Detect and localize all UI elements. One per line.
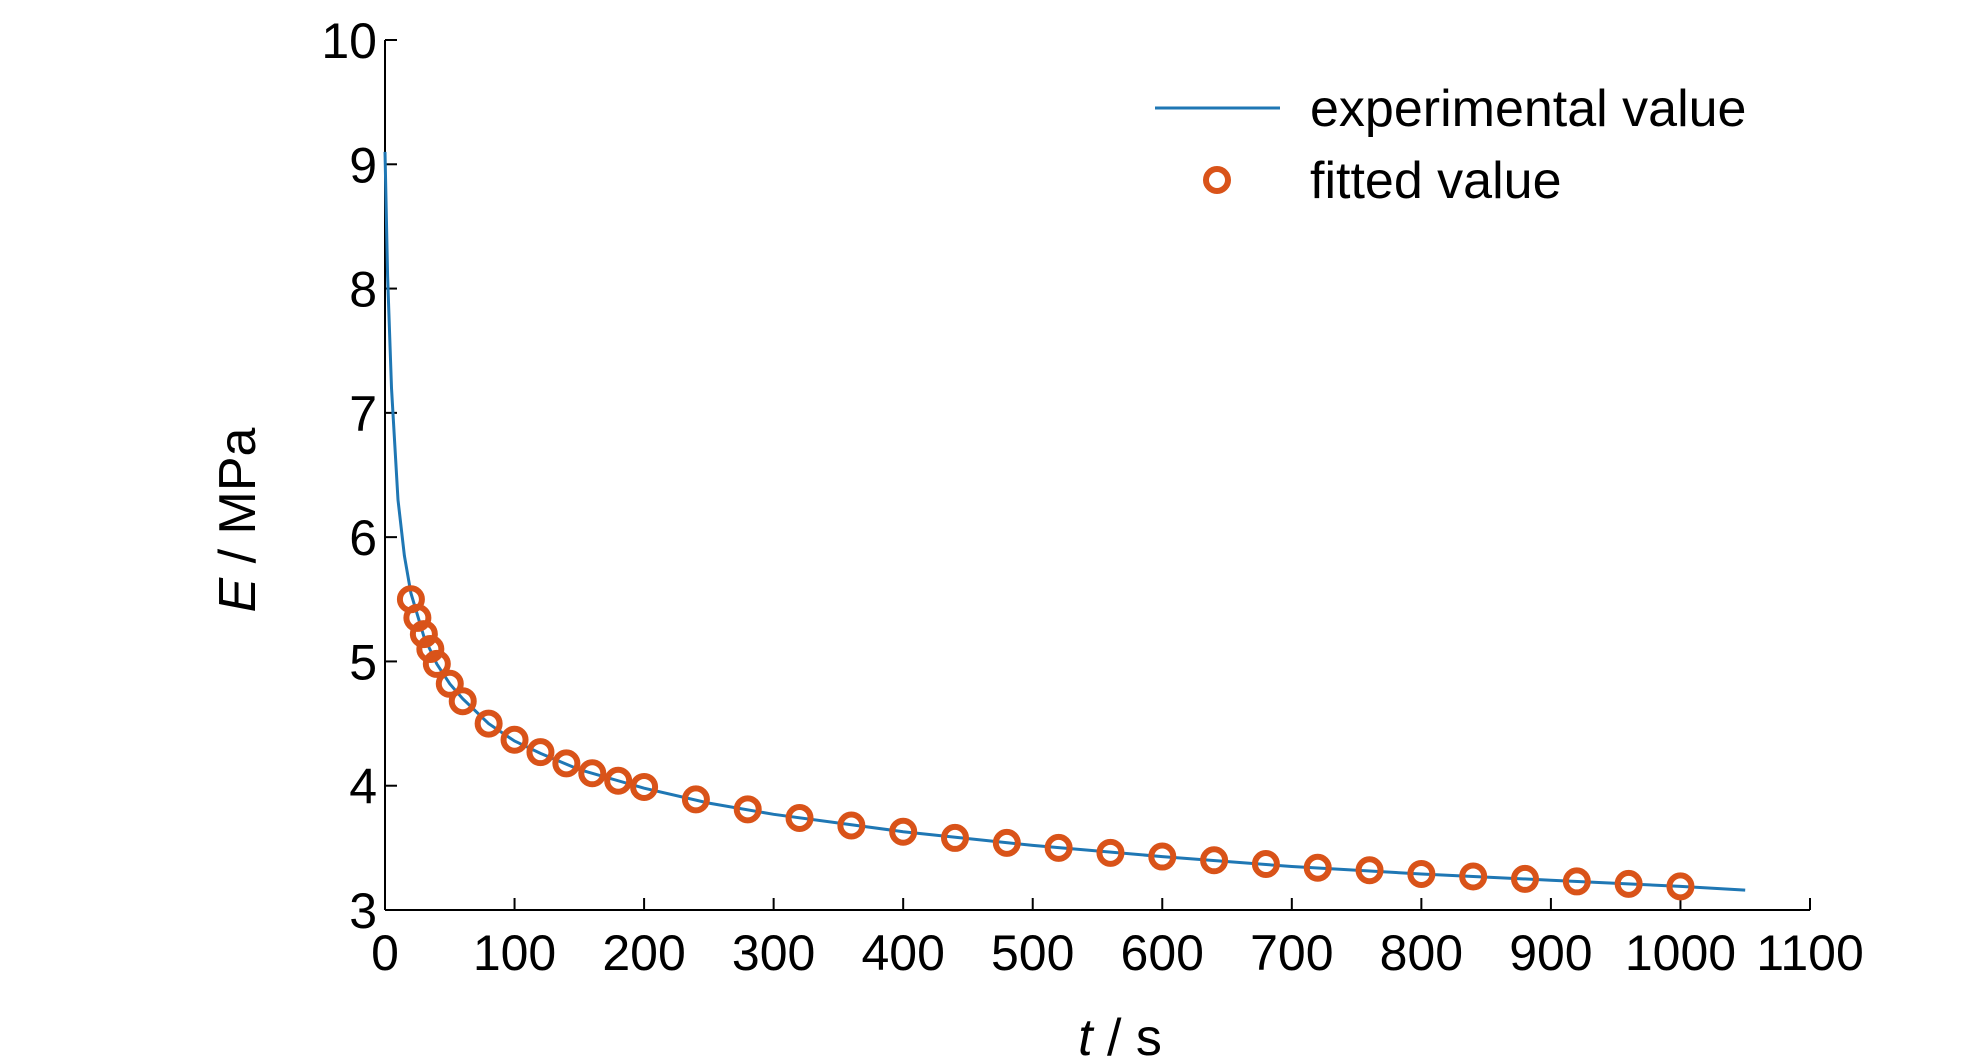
x-tick-label: 800 <box>1380 925 1463 981</box>
y-tick-label: 8 <box>349 262 377 318</box>
fitted-point <box>630 772 659 801</box>
fitted-point <box>992 828 1021 857</box>
x-tick-label: 100 <box>473 925 556 981</box>
series <box>383 151 1746 901</box>
x-tick-label: 900 <box>1509 925 1592 981</box>
fitted-point <box>889 817 918 846</box>
fitted-point <box>941 823 969 852</box>
series-line-experimental <box>383 151 1746 892</box>
y-tick-label: 10 <box>321 13 377 69</box>
legend-label: experimental value <box>1310 80 1746 138</box>
fitted-point <box>1562 867 1591 896</box>
fitted-point <box>1355 856 1384 885</box>
fitted-point <box>500 725 529 754</box>
y-tick-label: 4 <box>349 759 377 815</box>
fitted-point <box>422 649 451 678</box>
fitted-point <box>1407 859 1436 888</box>
x-tick-label: 300 <box>732 925 815 981</box>
fitted-point <box>1303 853 1332 882</box>
fitted-point <box>1459 862 1488 891</box>
fitted-point <box>733 795 762 824</box>
fitted-point <box>578 759 607 788</box>
x-tick-label: 400 <box>861 925 944 981</box>
fitted-point <box>474 709 503 738</box>
legend-swatch-marker <box>1203 166 1231 194</box>
x-tick-label: 600 <box>1121 925 1204 981</box>
fitted-point <box>448 687 477 716</box>
fitted-point <box>1511 864 1539 893</box>
y-tick-label: 5 <box>349 634 377 690</box>
fitted-point <box>1148 842 1177 871</box>
y-axis-unit: / MPa <box>209 427 267 577</box>
x-axis-title: t / s <box>1078 1009 1162 1063</box>
fitted-point <box>1096 838 1125 867</box>
x-tick-label: 1100 <box>1756 925 1864 981</box>
y-tick-label: 7 <box>349 386 377 442</box>
x-tick-label: 0 <box>371 925 399 981</box>
fitted-point <box>1044 833 1073 862</box>
legend-label: fitted value <box>1310 152 1562 210</box>
y-axis-symbol: E <box>209 576 267 612</box>
fitted-point <box>604 766 633 795</box>
y-axis-title: E / MPa <box>209 427 267 612</box>
y-tick-label: 9 <box>349 137 377 193</box>
fitted-point <box>435 669 464 698</box>
fitted-point <box>416 635 445 663</box>
ticks: 0 100 200 300 400 500 600 700 800 900 1000 1100 3 4 5 6… <box>321 13 1863 981</box>
x-axis-unit: / s <box>1093 1009 1162 1063</box>
y-tick-label: 6 <box>349 510 377 566</box>
fitted-point <box>1666 872 1695 901</box>
fitted-point <box>785 804 814 833</box>
x-tick-label: 500 <box>991 925 1074 981</box>
x-tick-label: 1000 <box>1625 925 1736 981</box>
fitted-point <box>526 738 555 767</box>
fitted-point <box>1200 846 1229 875</box>
x-axis-symbol: t <box>1078 1009 1095 1063</box>
legend: experimental value fitted value <box>1155 80 1746 210</box>
fitted-point <box>681 785 710 814</box>
fitted-point <box>409 620 438 649</box>
x-tick-label: 700 <box>1250 925 1333 981</box>
fitted-point <box>1614 869 1643 898</box>
y-tick-label: 3 <box>349 883 377 939</box>
fitted-point <box>552 749 581 778</box>
fitted-point <box>837 811 866 840</box>
x-tick-label: 200 <box>602 925 685 981</box>
fitted-point <box>1251 850 1280 879</box>
